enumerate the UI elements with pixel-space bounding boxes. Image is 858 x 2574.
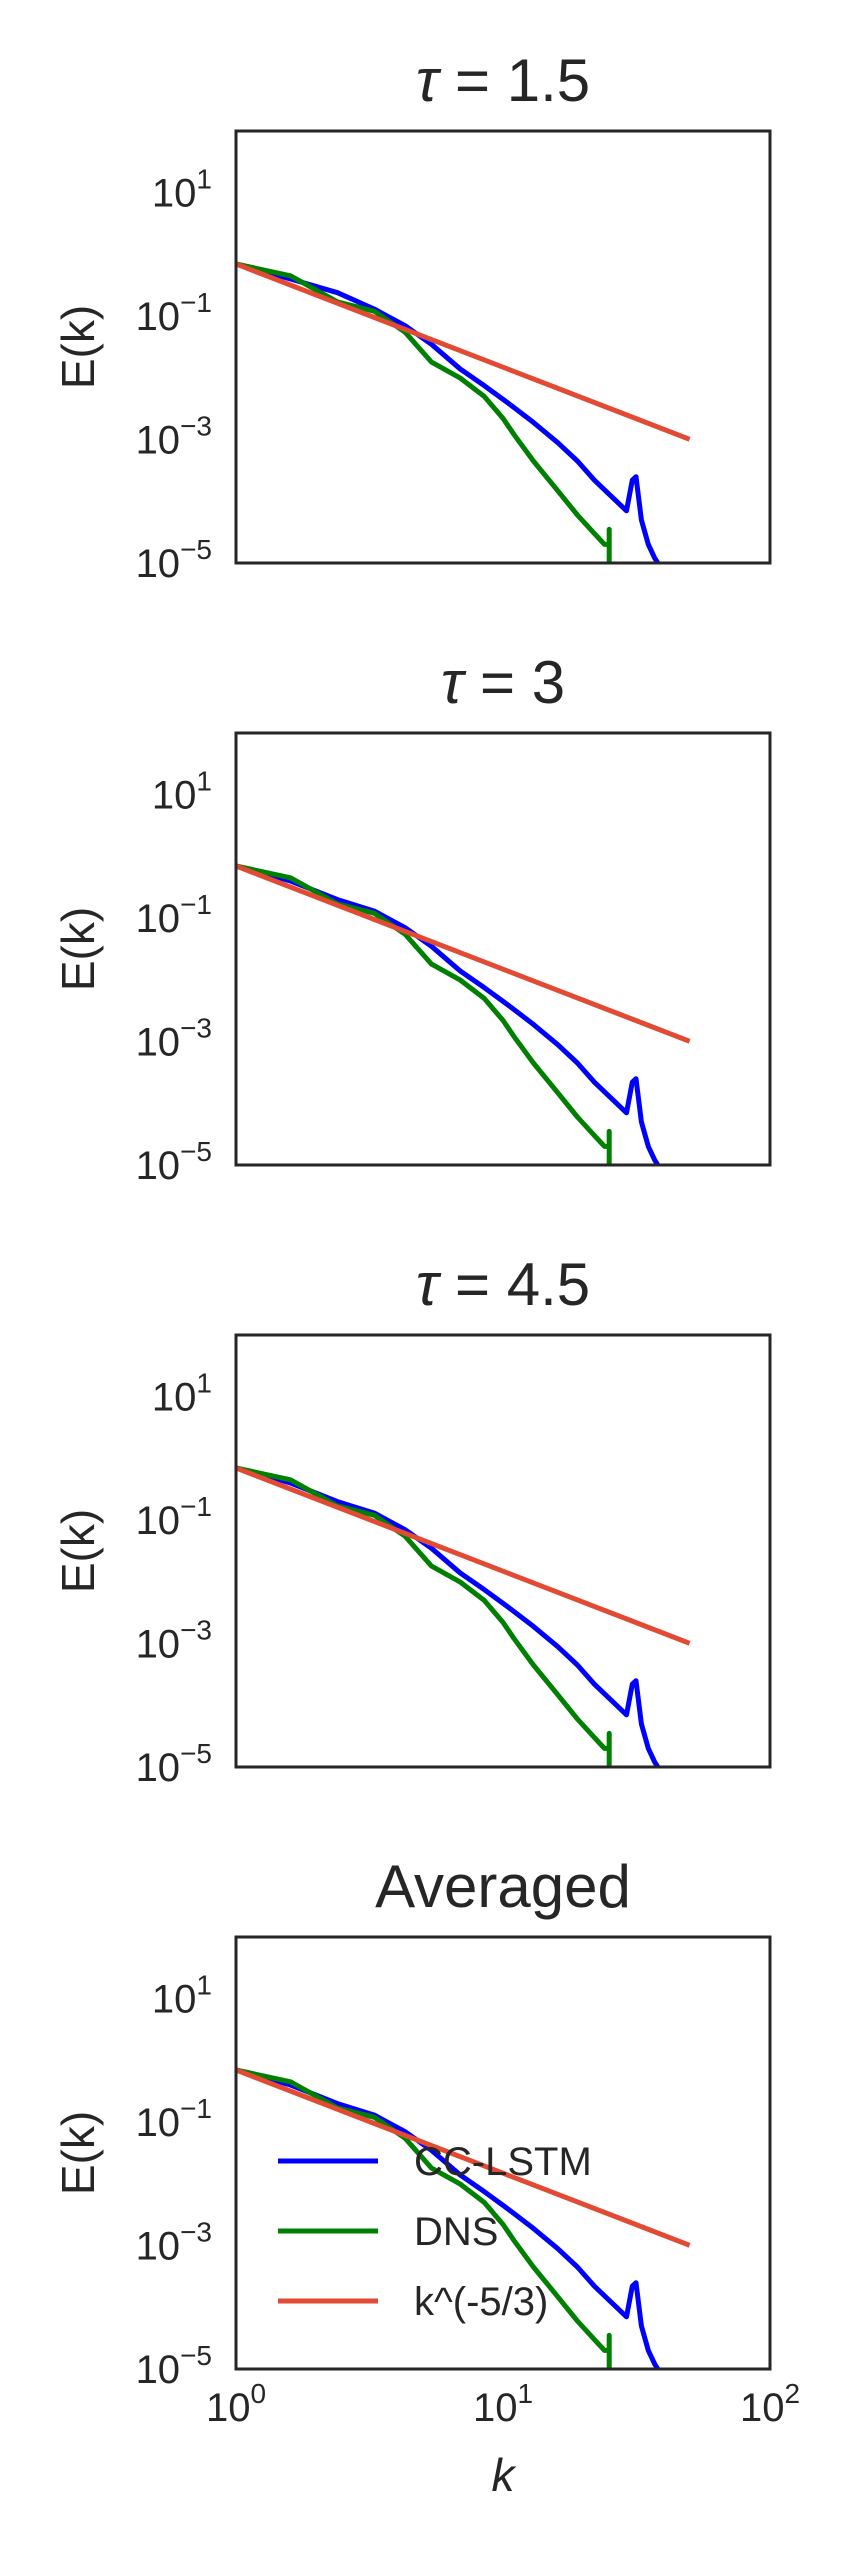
y-axis-label: E(k) — [52, 907, 104, 991]
title-symbol: τ — [416, 47, 442, 114]
y-tick-label: 101 — [152, 766, 212, 818]
legend-label: k^(-5/3) — [414, 2280, 548, 2324]
series-line-k-5-3 — [236, 261, 691, 442]
y-tick-label: 101 — [152, 164, 212, 216]
y-tick-label: 10−5 — [136, 1136, 212, 1188]
chart-panel-3: τ = 4.5 101 10−1 10−3 10−5 E(k) — [52, 1251, 772, 1790]
series-line-dns — [236, 261, 612, 563]
title-value: 1.5 — [507, 47, 590, 114]
x-axis-label: k — [492, 2449, 517, 2501]
y-axis-label: E(k) — [52, 1509, 104, 1593]
title-value: 4.5 — [507, 1251, 590, 1318]
y-tick-label: 10−5 — [136, 534, 212, 586]
y-tick-label: 10−1 — [136, 2093, 212, 2145]
title-symbol: τ — [441, 649, 467, 716]
series-line-cc-lstm — [236, 1465, 660, 1767]
axes-frame — [234, 731, 772, 1167]
axes-frame — [234, 1935, 772, 2371]
y-tick-label: 101 — [152, 1368, 212, 1420]
series-line-k-5-3 — [236, 2067, 691, 2248]
series-group — [236, 2067, 691, 2369]
legend: CC-LSTM DNS k^(-5/3) — [278, 2140, 592, 2324]
y-tick-label: 10−3 — [136, 1615, 212, 1667]
chart-title: τ = 3 — [441, 649, 565, 716]
x-tick-label: 102 — [740, 2378, 800, 2430]
y-tick-label: 10−5 — [136, 2340, 212, 2392]
y-tick-label: 10−3 — [136, 1013, 212, 1065]
y-tick-label: 10−3 — [136, 411, 212, 463]
y-axis-label: E(k) — [52, 2111, 104, 2195]
chart-panel-1: τ = 1.5 101 10−1 10−3 10−5 E(k) — [52, 47, 772, 586]
series-line-k-5-3 — [236, 1465, 691, 1646]
title-equals: = — [463, 649, 531, 716]
series-group — [236, 261, 691, 563]
legend-label: DNS — [414, 2210, 498, 2254]
series-line-cc-lstm — [236, 2067, 660, 2369]
y-tick-label: 10−3 — [136, 2217, 212, 2269]
y-tick-label: 101 — [152, 1970, 212, 2022]
x-tick-label: 100 — [206, 2378, 266, 2430]
legend-label: CC-LSTM — [414, 2140, 592, 2184]
series-line-cc-lstm — [236, 863, 660, 1165]
title-equals: = — [438, 1251, 506, 1318]
chart-title: τ = 4.5 — [416, 1251, 590, 1318]
chart-panel-2: τ = 3 101 10−1 10−3 10−5 E(k) — [52, 649, 772, 1188]
chart-title: Averaged — [375, 1853, 631, 1920]
title-equals: = — [438, 47, 506, 114]
y-tick-label: 10−1 — [136, 287, 212, 339]
axes-frame — [234, 129, 772, 565]
title-symbol: τ — [416, 1251, 442, 1318]
series-line-cc-lstm — [236, 261, 660, 563]
series-group — [236, 863, 691, 1165]
series-line-k-5-3 — [236, 863, 691, 1044]
y-tick-label: 10−1 — [136, 1491, 212, 1543]
y-tick-label: 10−5 — [136, 1738, 212, 1790]
chart-title: τ = 1.5 — [416, 47, 590, 114]
series-group — [236, 1465, 691, 1767]
x-tick-label: 101 — [473, 2378, 533, 2430]
series-line-dns — [236, 863, 612, 1165]
y-axis-label: E(k) — [52, 305, 104, 389]
series-line-dns — [236, 1465, 612, 1767]
title-value: 3 — [532, 649, 565, 716]
series-line-dns — [236, 2067, 612, 2369]
axes-frame — [234, 1333, 772, 1769]
y-tick-label: 10−1 — [136, 889, 212, 941]
